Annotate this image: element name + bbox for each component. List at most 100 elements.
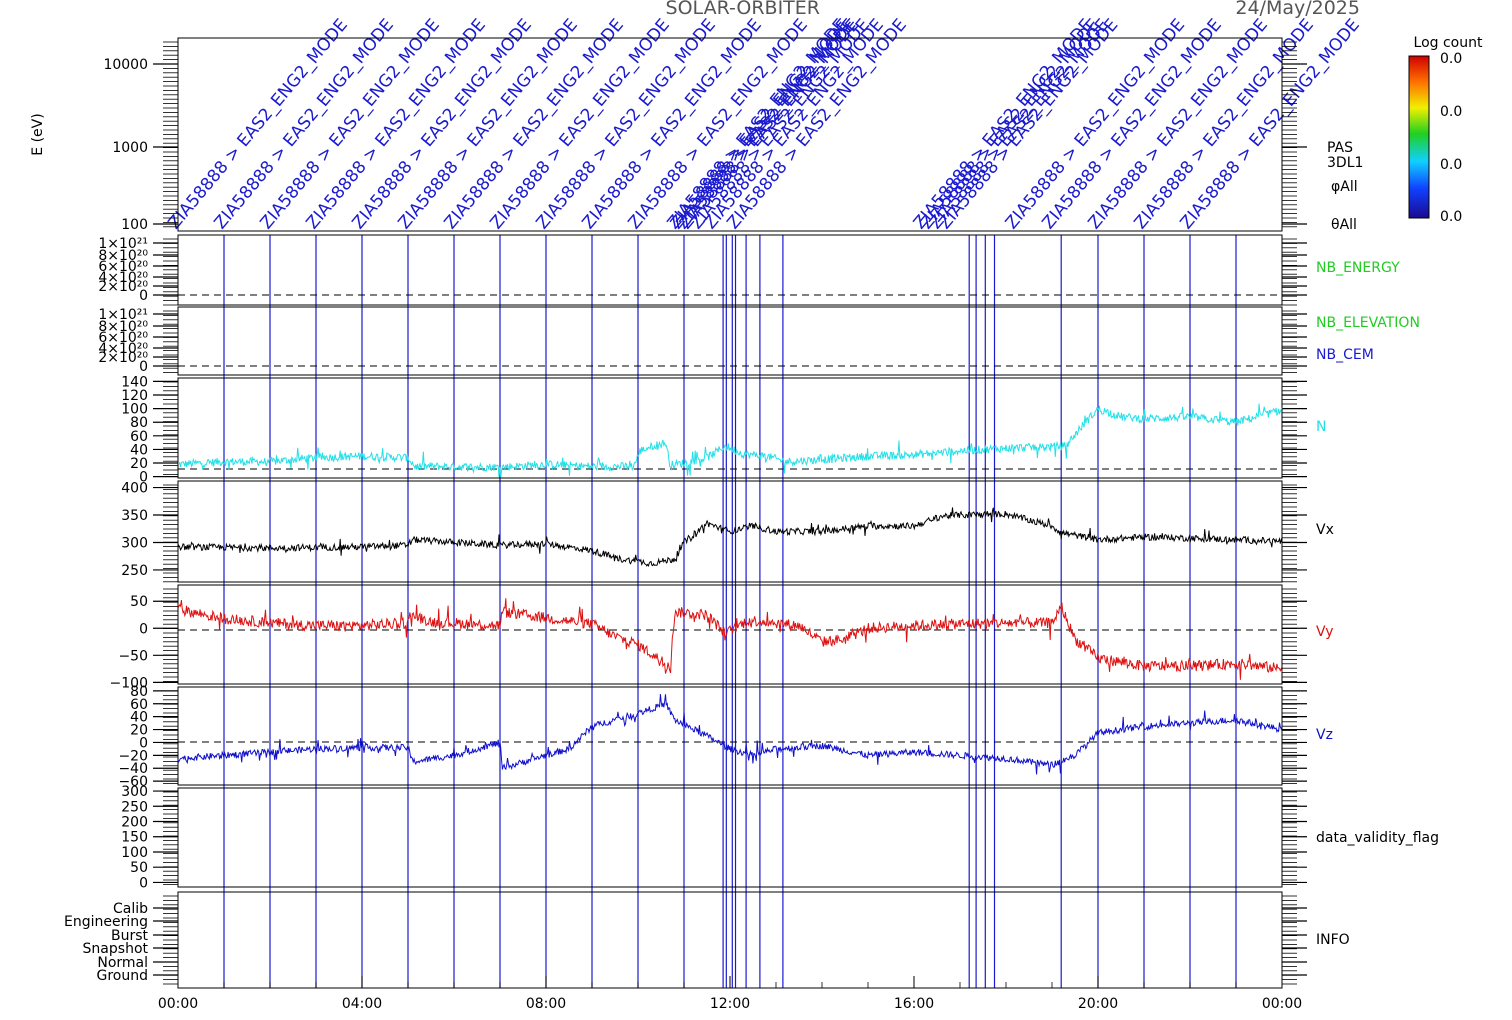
panel-frame-vy [177, 584, 1283, 685]
y-tick-label: Ground [97, 968, 149, 984]
y-tick-label: 6×10²⁰ [98, 259, 148, 275]
y-tick-label: 0 [139, 875, 148, 891]
info-label: INFO [1316, 932, 1350, 948]
y-tick-label: 8×10²⁰ [98, 248, 148, 264]
x-tick-label: 04:00 [342, 996, 382, 1012]
y-tick-label: 100 [121, 217, 148, 233]
y-tick-label: 250 [121, 799, 148, 815]
nb-elevation-label: NB_ELEVATION [1316, 315, 1420, 331]
y-tick-label: 0 [139, 470, 148, 486]
series-line-vx [177, 507, 1283, 567]
x-tick-label: 16:00 [894, 996, 934, 1012]
energy-panel-label: φAll [1331, 179, 1358, 195]
colorbar-tick: 0.0 [1440, 104, 1462, 120]
vy-label: Vy [1316, 624, 1334, 640]
y-tick-label: Normal [97, 955, 148, 971]
nb-energy-label: NB_ENERGY [1316, 260, 1400, 276]
y-axis-label: E (eV) [30, 113, 46, 155]
y-tick-label: Calib [113, 901, 148, 917]
y-tick-label: 2×10²⁰ [98, 279, 148, 295]
y-tick-label: 4×10²⁰ [98, 341, 148, 357]
panel-frame-info [177, 891, 1283, 989]
chart-date: 24/May/2025 [1235, 0, 1360, 19]
y-tick-label: 350 [121, 508, 148, 524]
y-tick-label: 1×10²¹ [98, 236, 148, 252]
vz-label: Vz [1316, 727, 1333, 743]
y-tick-label: 120 [121, 388, 148, 404]
y-tick-label: 0 [139, 735, 148, 751]
y-tick-label: 10000 [103, 57, 148, 73]
x-tick-label: 00:00 [1262, 996, 1302, 1012]
chart-title: SOLAR-ORBITER [666, 0, 820, 19]
y-tick-label: 6×10²⁰ [98, 330, 148, 346]
nb-cem-label: NB_CEM [1316, 347, 1374, 363]
y-tick-label: 40 [130, 442, 148, 458]
y-tick-label: Engineering [64, 914, 148, 930]
y-tick-label: 50 [130, 860, 148, 876]
y-tick-label: −40 [118, 761, 148, 777]
panel-frame-n [177, 377, 1283, 479]
colorbar-tick: 0.0 [1440, 157, 1462, 173]
y-tick-label: 400 [121, 481, 148, 497]
y-tick-label: 0 [139, 359, 148, 375]
y-tick-label: 0 [139, 621, 148, 637]
y-tick-label: 1000 [112, 140, 148, 156]
n-label: N [1316, 419, 1326, 435]
panel-frame-vx [177, 480, 1283, 583]
y-tick-label: −100 [110, 675, 148, 691]
y-tick-label: 8×10²⁰ [98, 319, 148, 335]
y-tick-label: 100 [121, 845, 148, 861]
y-tick-label: 50 [130, 594, 148, 610]
energy-panel-label: 3DL1 [1327, 155, 1363, 171]
y-tick-label: 0 [139, 288, 148, 304]
y-tick-label: 20 [130, 456, 148, 472]
y-tick-label: 300 [121, 535, 148, 551]
panel-frame-vz [177, 686, 1283, 786]
series-line-vz [177, 694, 1283, 775]
energy-panel-label: θAll [1331, 217, 1357, 233]
x-tick-label: 20:00 [1078, 996, 1118, 1012]
y-tick-label: 1×10²¹ [98, 307, 148, 323]
y-tick-label: 140 [121, 374, 148, 390]
panel-frame-nb_elev [177, 306, 1283, 376]
vx-label: Vx [1316, 522, 1334, 538]
validity-label: data_validity_flag [1316, 830, 1439, 846]
x-tick-label: 08:00 [526, 996, 566, 1012]
y-tick-label: −50 [118, 648, 148, 664]
y-tick-label: 60 [130, 429, 148, 445]
y-tick-label: 60 [130, 697, 148, 713]
y-tick-label: −60 [118, 774, 148, 790]
y-tick-label: 300 [121, 784, 148, 800]
y-tick-label: 200 [121, 815, 148, 831]
y-tick-label: Snapshot [83, 941, 149, 957]
y-tick-label: −20 [118, 748, 148, 764]
series-line-n [177, 403, 1283, 478]
y-tick-label: 20 [130, 723, 148, 739]
colorbar-tick: 0.0 [1440, 51, 1462, 67]
y-tick-label: Burst [111, 928, 149, 944]
x-tick-label: 12:00 [710, 996, 750, 1012]
energy-panel-label: PAS [1327, 140, 1353, 156]
y-tick-label: 100 [121, 402, 148, 418]
colorbar: Log count 0.0 0.0 0.0 0.0 [1408, 35, 1483, 225]
x-tick-label: 00:00 [158, 996, 198, 1012]
colorbar-tick: 0.0 [1440, 209, 1462, 225]
series-line-vy [177, 598, 1283, 680]
data-series [177, 403, 1283, 775]
mode-change-lines [223, 235, 1237, 988]
colorbar-gradient [1408, 55, 1430, 219]
panel-frame-validity [177, 787, 1283, 888]
y-tick-label: 80 [130, 684, 148, 700]
y-tick-label: 150 [121, 830, 148, 846]
y-tick-label: 40 [130, 710, 148, 726]
colorbar-title: Log count [1414, 35, 1483, 51]
y-tick-label: 250 [121, 563, 148, 579]
y-tick-label: 2×10²⁰ [98, 350, 148, 366]
mode-annotation: ZIA58888 > EAS2_ENG2_MODE [1085, 15, 1272, 233]
y-tick-label: 4×10²⁰ [98, 270, 148, 286]
y-tick-label: 80 [130, 415, 148, 431]
